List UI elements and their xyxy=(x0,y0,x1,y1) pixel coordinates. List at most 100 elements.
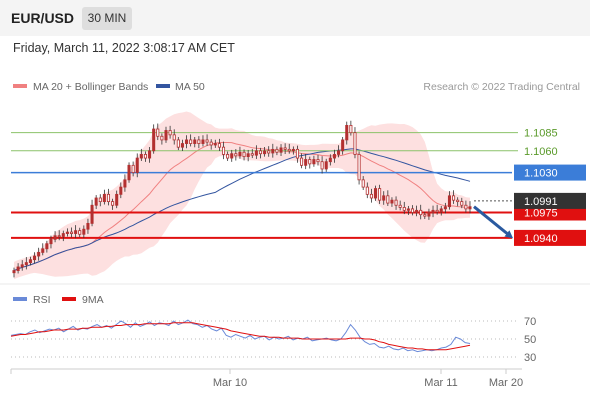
candle-body xyxy=(12,270,16,274)
candle-body xyxy=(57,235,61,238)
candle-body xyxy=(98,197,102,203)
candle-body xyxy=(164,130,168,141)
candle-body xyxy=(242,151,246,158)
candle-body xyxy=(33,255,37,261)
candle-body xyxy=(189,139,193,144)
rsi-line xyxy=(10,319,471,353)
level-label-pivot: 1.1030 xyxy=(524,168,558,180)
candle-body xyxy=(456,199,460,203)
candle-body xyxy=(390,199,394,204)
rsi-legend-label: RSI xyxy=(33,294,51,306)
candle-body xyxy=(234,153,238,157)
ma9-legend-swatch xyxy=(62,297,76,301)
candle-body xyxy=(201,139,205,144)
candle-body xyxy=(275,148,279,153)
timeframe-button[interactable]: 30 MIN xyxy=(82,7,132,30)
rsi-gridlines: 70 50 30 xyxy=(11,316,536,364)
candle-body xyxy=(464,204,468,210)
candle-body xyxy=(431,209,435,213)
candle-body xyxy=(300,157,304,166)
candle-body xyxy=(263,150,267,155)
level-labels: 1.1085 1.1060 1.1030 1.0975 1.0940 1.0991 xyxy=(514,128,586,246)
candle-body xyxy=(53,235,57,240)
candle-body xyxy=(345,125,349,141)
candle-body xyxy=(419,209,423,216)
ma9-legend-label: 9MA xyxy=(82,294,104,306)
time-axis-ticks: Mar 10 Mar 11 Mar 20 xyxy=(213,369,523,389)
candle-body xyxy=(328,157,332,163)
candle-body xyxy=(398,204,402,208)
candle-body xyxy=(361,179,365,188)
candle-body xyxy=(156,128,160,137)
candle-body xyxy=(402,207,406,211)
candle-body xyxy=(238,151,242,157)
level-label-resistance: 1.1060 xyxy=(524,146,558,158)
candle-body xyxy=(16,266,20,271)
candle-body xyxy=(452,195,456,201)
candle-body xyxy=(172,134,176,141)
candle-body xyxy=(435,209,439,213)
candle-body xyxy=(287,148,291,152)
candle-body xyxy=(205,139,209,143)
candle-body xyxy=(24,262,28,266)
candle-body xyxy=(386,195,390,204)
candle-body xyxy=(226,154,230,159)
level-label-resistance: 1.1085 xyxy=(524,128,558,140)
candle-body xyxy=(160,135,164,141)
last-price-label: 1.0991 xyxy=(524,196,558,208)
candle-body xyxy=(94,197,98,206)
candle-body xyxy=(341,139,345,152)
rsi-tick-label: 30 xyxy=(524,352,536,364)
candles xyxy=(12,120,472,278)
candle-body xyxy=(246,153,250,158)
candle-body xyxy=(180,143,184,148)
candle-body xyxy=(49,238,53,245)
candle-body xyxy=(295,148,299,159)
candle-body xyxy=(365,186,369,195)
candle-body xyxy=(373,188,378,199)
candle-body xyxy=(304,159,308,166)
candle-body xyxy=(168,130,172,136)
candle-body xyxy=(127,164,131,181)
candle-body xyxy=(119,186,123,195)
candle-body xyxy=(135,157,139,173)
candle-body xyxy=(410,208,415,213)
candle-body xyxy=(349,125,353,134)
header-bar: EUR/USD 30 MIN xyxy=(0,0,590,36)
candle-body xyxy=(254,150,258,156)
candle-body xyxy=(221,146,226,155)
level-tag-pivot xyxy=(514,164,586,181)
bollinger-bands xyxy=(14,111,470,280)
candle-body xyxy=(353,132,357,155)
candle-body xyxy=(258,150,263,155)
candle-body xyxy=(86,222,90,230)
forecast-arrow xyxy=(473,205,514,239)
ma50-legend-label: MA 50 xyxy=(175,81,205,93)
level-tag-support xyxy=(514,229,586,246)
candle-body xyxy=(74,230,78,234)
rsi-legend-swatch xyxy=(13,297,27,301)
candle-body xyxy=(468,206,472,210)
candle-body xyxy=(320,161,324,170)
chart-datetime: Friday, March 11, 2022 3:08:17 AM CET xyxy=(13,41,235,55)
candle-body xyxy=(423,214,427,217)
rsi-tick-label: 70 xyxy=(524,316,536,328)
candle-body xyxy=(250,153,254,156)
candle-body xyxy=(406,208,410,211)
candle-body xyxy=(82,228,86,235)
candle-body xyxy=(193,139,197,144)
candle-body xyxy=(61,233,65,237)
level-label-support: 1.0940 xyxy=(524,233,558,245)
candle-body xyxy=(41,248,45,253)
rsi-tick-label: 50 xyxy=(524,334,536,346)
candle-body xyxy=(123,179,127,188)
candle-body xyxy=(279,147,283,153)
candle-body xyxy=(115,193,119,206)
last-price-tag xyxy=(514,192,586,209)
candle-body xyxy=(78,230,82,235)
candle-body xyxy=(185,139,189,144)
candle-body xyxy=(291,148,295,152)
candle-body xyxy=(460,201,464,206)
candle-body xyxy=(369,193,373,199)
